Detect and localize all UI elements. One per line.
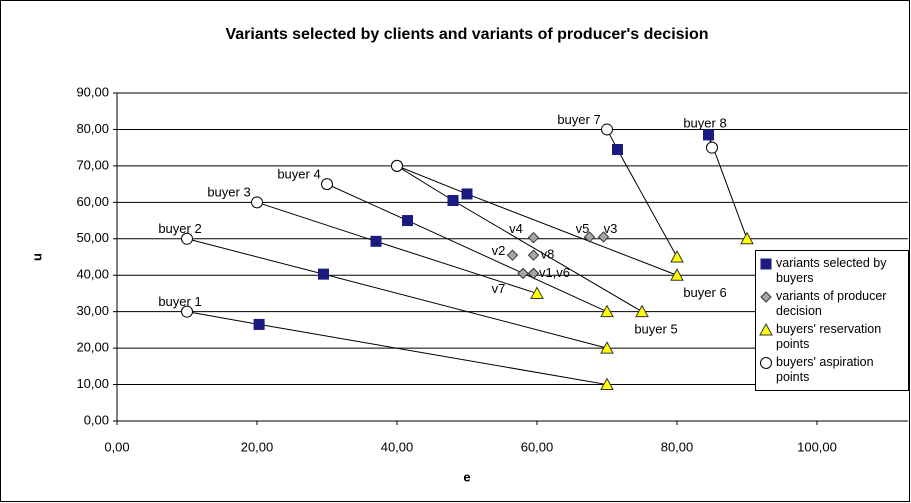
legend: variants selected by buyers variants of p… — [755, 250, 909, 391]
triangle-marker — [635, 304, 649, 318]
circle-marker — [251, 196, 263, 209]
diamond-marker — [506, 249, 519, 261]
legend-label: buyers' reservation points — [776, 322, 882, 351]
annotation: buyer 2 — [158, 221, 201, 236]
legend-icon — [760, 258, 772, 270]
annotation: v7 — [492, 281, 506, 296]
diamond-marker — [527, 267, 540, 280]
y-tick-label: 40,00 — [76, 267, 109, 282]
triangle-marker — [670, 249, 684, 263]
legend-icon — [760, 357, 772, 369]
square-marker — [402, 215, 413, 227]
diamond-marker — [527, 249, 540, 261]
annotation: buyer 3 — [207, 185, 250, 200]
y-tick-label: 50,00 — [76, 230, 109, 245]
triangle-marker — [600, 341, 614, 354]
x-tick-label: 100,00 — [797, 439, 837, 454]
annotation: v8 — [541, 247, 555, 262]
annotation: v4 — [509, 221, 523, 236]
legend-icon — [760, 291, 772, 303]
annotation: v2 — [492, 243, 506, 258]
diamond-marker — [527, 231, 540, 244]
chart-title: Variants selected by clients and variant… — [225, 26, 708, 43]
y-tick-label: 10,00 — [76, 376, 109, 391]
circle-marker — [181, 305, 193, 318]
x-tick-label: 20,00 — [241, 439, 274, 454]
square-marker — [612, 143, 623, 155]
triangle-marker — [600, 304, 614, 318]
annotation: buyer 5 — [634, 321, 677, 336]
x-tick-label: 40,00 — [381, 439, 414, 454]
x-tick-label: 80,00 — [661, 439, 694, 454]
triangle-marker — [740, 231, 754, 245]
annotation: v1,v6 — [539, 265, 570, 280]
y-tick-label: 70,00 — [76, 157, 109, 172]
y-tick-label: 0,00 — [84, 412, 109, 427]
legend-label: variants selected by buyers — [776, 256, 887, 285]
y-tick-label: 90,00 — [76, 84, 109, 99]
legend-label: variants of producer decision — [776, 289, 887, 318]
diamond-marker — [597, 231, 610, 243]
y-tick-label: 60,00 — [76, 194, 109, 209]
x-tick-label: 0,00 — [104, 439, 129, 454]
triangle-marker — [759, 322, 773, 336]
legend-icon — [759, 322, 773, 336]
y-tick-label: 20,00 — [76, 340, 109, 355]
circle-marker — [601, 123, 613, 136]
legend-item: variants of producer decision — [759, 289, 905, 319]
legend-label: buyers' aspiration points — [776, 355, 874, 384]
annotation: buyer 7 — [557, 112, 600, 127]
diamond-marker — [517, 267, 529, 280]
triangle-marker — [530, 286, 544, 299]
annotation: buyer 8 — [683, 115, 726, 130]
legend-item: buyers' reservation points — [759, 322, 905, 352]
square-marker — [370, 235, 382, 247]
annotation: buyer 6 — [683, 285, 726, 300]
circle-marker — [760, 357, 772, 369]
square-marker — [253, 318, 265, 330]
square-marker — [760, 258, 772, 270]
legend-item: variants selected by buyers — [759, 256, 905, 286]
y-axis-label: u — [29, 253, 44, 261]
triangle-marker — [600, 377, 614, 391]
annotation: v3 — [604, 221, 618, 236]
annotation: buyer 4 — [277, 166, 320, 181]
square-marker — [703, 129, 714, 141]
circle-marker — [391, 159, 403, 172]
circle-marker — [181, 232, 193, 245]
annotation: buyer 1 — [158, 294, 201, 309]
square-marker — [318, 268, 329, 280]
diamond-marker — [583, 231, 596, 243]
diamond-marker — [760, 291, 772, 303]
y-tick-label: 80,00 — [76, 121, 109, 136]
legend-item: buyers' aspiration points — [759, 355, 905, 385]
square-marker — [447, 195, 459, 207]
triangle-marker — [670, 268, 684, 281]
x-tick-label: 60,00 — [521, 439, 554, 454]
circle-marker — [706, 141, 718, 154]
y-tick-label: 30,00 — [76, 303, 109, 318]
x-axis-label: e — [463, 469, 470, 484]
circle-marker — [321, 178, 333, 191]
square-marker — [461, 188, 473, 200]
annotation: v5 — [576, 221, 590, 236]
